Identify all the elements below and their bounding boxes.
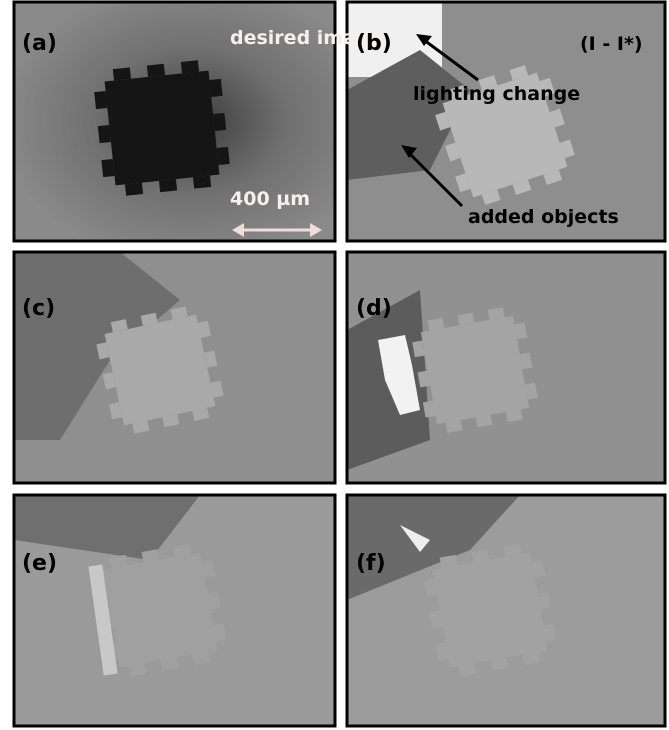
panel-label: (d) [356, 296, 392, 321]
annotation: lighting change [413, 83, 580, 105]
panel-e [14, 495, 335, 726]
scale-label: 400 µm [230, 188, 310, 210]
scale-bar [232, 223, 322, 237]
panel-label: (e) [22, 551, 57, 576]
panel-borders [12, 0, 667, 728]
panel-d [347, 252, 665, 483]
annotation: added objects [468, 206, 619, 228]
panel-b [347, 2, 665, 241]
annotation: desired image [230, 27, 382, 49]
panel-label: (c) [22, 296, 55, 321]
arrows [401, 34, 479, 208]
panel-c [14, 252, 335, 483]
panel-label: (b) [356, 31, 392, 56]
panel-label: (f) [356, 551, 386, 576]
panel-f [347, 495, 665, 726]
annotation: (I - I*) [580, 33, 643, 55]
panel-label: (a) [22, 31, 57, 56]
panel-a [14, 2, 335, 241]
